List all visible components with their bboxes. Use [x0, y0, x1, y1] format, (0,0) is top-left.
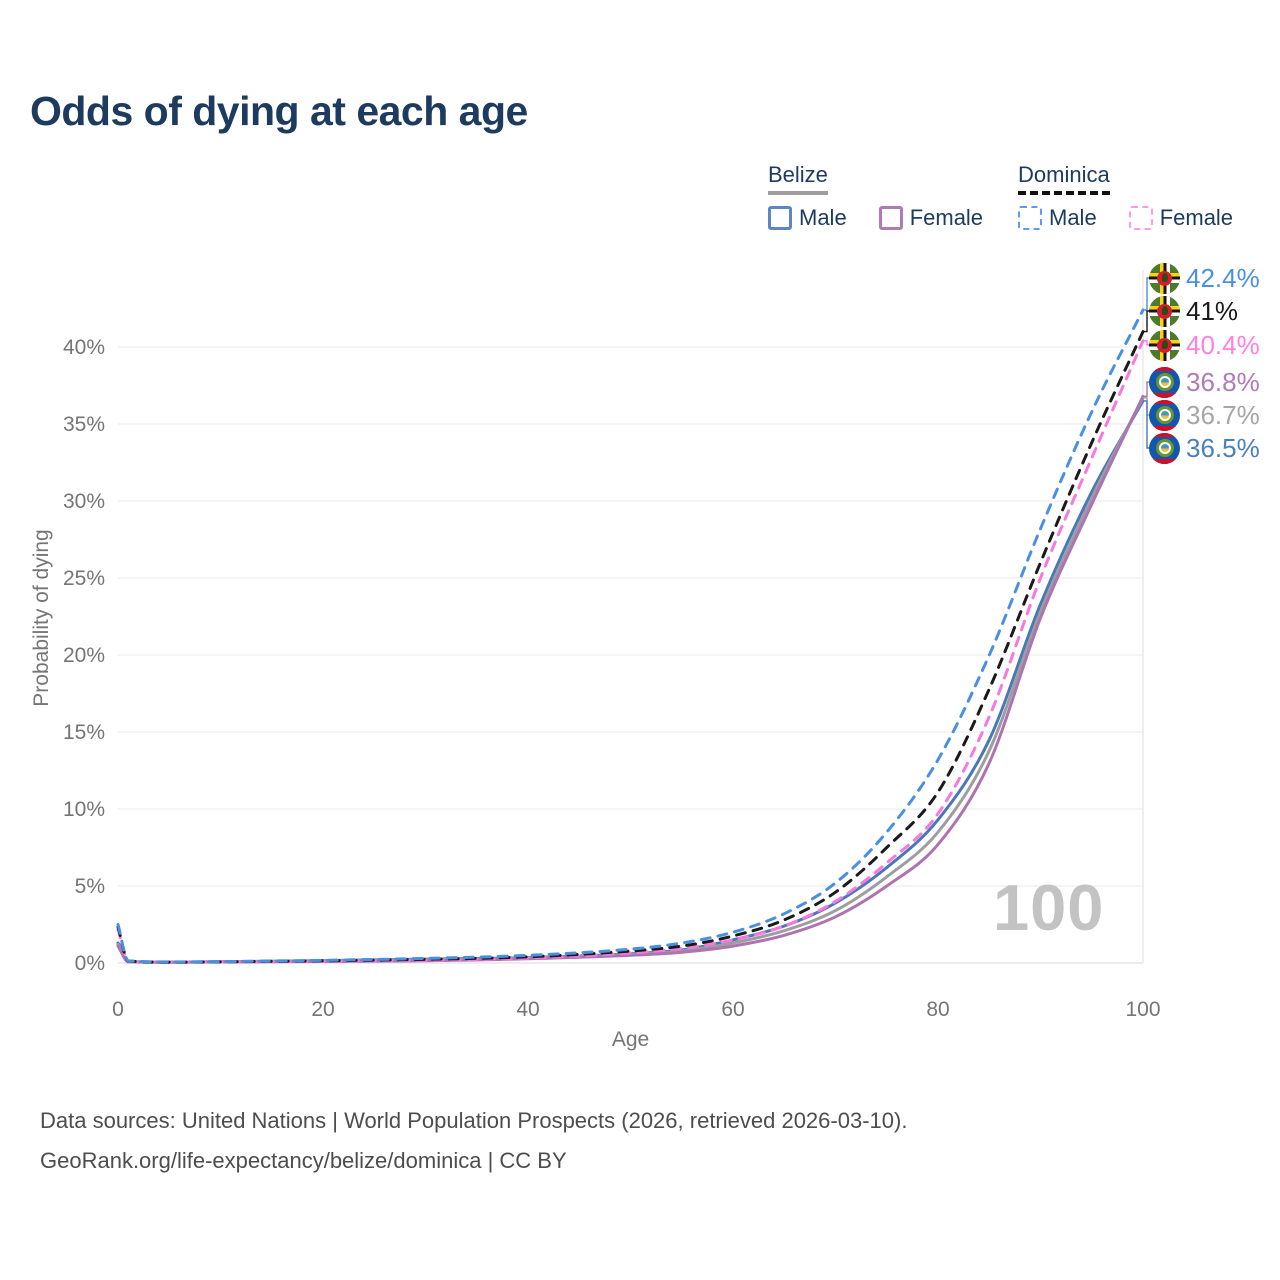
y-tick-label: 0%	[75, 952, 105, 975]
end-label-row: 36.8%	[1149, 365, 1260, 399]
end-label-row: 36.7%	[1149, 398, 1260, 432]
end-label-value: 40.4%	[1186, 329, 1260, 360]
y-tick-label: 35%	[63, 413, 105, 436]
end-label-value: 36.5%	[1186, 432, 1260, 463]
checkbox-belize-female[interactable]	[878, 206, 903, 230]
attribution-line: GeoRank.org/life-expectancy/belize/domin…	[40, 1148, 567, 1173]
series-line-belize-male	[116, 399, 1145, 964]
dominica-flag-icon	[1149, 329, 1180, 361]
legend-header-belize: Belize	[768, 162, 828, 195]
legend-item-dominica-female[interactable]: Female	[1128, 205, 1234, 231]
x-axis-title: Age	[611, 1028, 650, 1051]
legend-label: Female	[1159, 205, 1234, 230]
dominica-flag-icon	[1149, 295, 1180, 327]
series-line-dominica-male	[116, 308, 1145, 964]
x-tick-label: 40	[516, 998, 539, 1021]
checkbox-belize-male[interactable]	[768, 206, 792, 230]
end-label-row: 36.5%	[1149, 431, 1260, 465]
data-sources-line: Data sources: United Nations | World Pop…	[40, 1108, 908, 1133]
legend-items-dominica: Male Female	[1018, 205, 1233, 231]
end-label-value: 36.8%	[1186, 366, 1260, 397]
legend-group-dominica: Dominica Male Female	[1018, 162, 1233, 231]
end-label-row: 40.4%	[1149, 328, 1260, 362]
series-line-dominica-total	[116, 330, 1145, 964]
series-line-belize-female	[116, 394, 1145, 964]
legend-label: Male	[1049, 205, 1097, 230]
x-tick-label: 80	[926, 998, 949, 1021]
end-label-row: 41%	[1149, 294, 1238, 328]
dominica-flag-icon	[1149, 262, 1180, 294]
y-tick-label: 40%	[63, 336, 105, 359]
y-tick-label: 25%	[63, 567, 105, 590]
y-tick-label: 5%	[75, 875, 105, 898]
legend-item-dominica-male[interactable]: Male	[1018, 205, 1097, 231]
legend-item-belize-male[interactable]: Male	[768, 205, 847, 231]
x-tick-label: 0	[112, 998, 124, 1021]
legend-label: Male	[799, 205, 847, 230]
x-tick-label: 100	[1125, 998, 1160, 1021]
belize-flag-icon	[1149, 366, 1180, 398]
x-tick-label: 20	[311, 998, 334, 1021]
legend-items-belize: Male Female	[768, 205, 983, 231]
end-label-value: 36.7%	[1186, 399, 1260, 430]
y-tick-label: 30%	[63, 490, 105, 513]
y-axis-title: Probability of dying	[30, 529, 53, 707]
y-tick-label: 20%	[63, 644, 105, 667]
end-label-row: 42.4%	[1149, 261, 1260, 295]
page-title: Odds of dying at each age	[30, 88, 528, 134]
legend-header-dominica: Dominica	[1018, 162, 1110, 195]
legend-group-belize: Belize Male Female	[768, 162, 983, 231]
end-label-value: 42.4%	[1186, 262, 1260, 293]
belize-flag-icon	[1149, 399, 1180, 431]
end-label-value: 41%	[1186, 295, 1239, 326]
x-tick-label: 60	[721, 998, 744, 1021]
belize-flag-icon	[1149, 432, 1180, 464]
series-line-belize-total	[116, 396, 1145, 964]
legend-item-belize-female[interactable]: Female	[878, 205, 984, 231]
checkbox-dominica-female[interactable]	[1128, 206, 1153, 230]
legend-label: Female	[909, 205, 984, 230]
checkbox-dominica-male[interactable]	[1018, 206, 1042, 230]
hover-age-watermark: 100	[993, 871, 1105, 944]
y-tick-label: 10%	[63, 798, 105, 821]
y-tick-label: 15%	[63, 721, 105, 744]
